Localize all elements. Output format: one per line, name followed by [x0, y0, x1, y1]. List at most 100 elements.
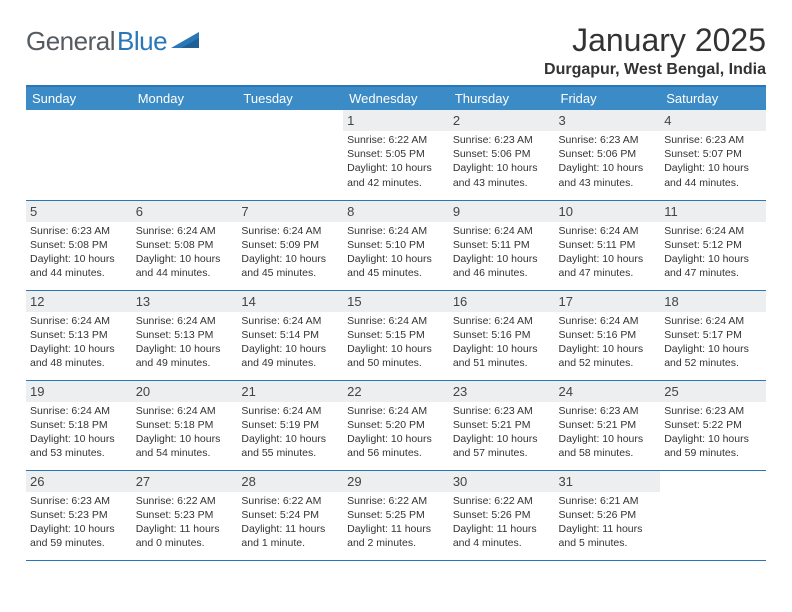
day-details: Sunrise: 6:24 AMSunset: 5:08 PMDaylight:… — [136, 224, 234, 281]
logo-text-blue: Blue — [117, 26, 167, 57]
day-details: Sunrise: 6:22 AMSunset: 5:26 PMDaylight:… — [453, 494, 551, 551]
day-details: Sunrise: 6:24 AMSunset: 5:20 PMDaylight:… — [347, 404, 445, 461]
day-number: 7 — [237, 201, 343, 222]
day-details: Sunrise: 6:21 AMSunset: 5:26 PMDaylight:… — [559, 494, 657, 551]
daylight-line: Daylight: 10 hours and 49 minutes. — [241, 342, 339, 370]
sunset-line: Sunset: 5:08 PM — [30, 238, 128, 252]
sunset-line: Sunset: 5:13 PM — [136, 328, 234, 342]
week-row: 12Sunrise: 6:24 AMSunset: 5:13 PMDayligh… — [26, 290, 766, 380]
sunrise-line: Sunrise: 6:23 AM — [559, 404, 657, 418]
day-cell: 22Sunrise: 6:24 AMSunset: 5:20 PMDayligh… — [343, 380, 449, 470]
daylight-line: Daylight: 10 hours and 58 minutes. — [559, 432, 657, 460]
sunrise-line: Sunrise: 6:24 AM — [30, 404, 128, 418]
day-details: Sunrise: 6:24 AMSunset: 5:10 PMDaylight:… — [347, 224, 445, 281]
day-number: 5 — [26, 201, 132, 222]
sunrise-line: Sunrise: 6:23 AM — [664, 404, 762, 418]
day-details: Sunrise: 6:24 AMSunset: 5:13 PMDaylight:… — [136, 314, 234, 371]
sunset-line: Sunset: 5:18 PM — [30, 418, 128, 432]
day-cell — [26, 110, 132, 200]
sunset-line: Sunset: 5:22 PM — [664, 418, 762, 432]
sunrise-line: Sunrise: 6:24 AM — [559, 314, 657, 328]
day-details: Sunrise: 6:23 AMSunset: 5:21 PMDaylight:… — [453, 404, 551, 461]
sunrise-line: Sunrise: 6:22 AM — [347, 133, 445, 147]
sunrise-line: Sunrise: 6:24 AM — [664, 224, 762, 238]
sunset-line: Sunset: 5:17 PM — [664, 328, 762, 342]
day-details: Sunrise: 6:24 AMSunset: 5:18 PMDaylight:… — [30, 404, 128, 461]
sunrise-line: Sunrise: 6:24 AM — [241, 314, 339, 328]
day-cell: 19Sunrise: 6:24 AMSunset: 5:18 PMDayligh… — [26, 380, 132, 470]
week-row: 26Sunrise: 6:23 AMSunset: 5:23 PMDayligh… — [26, 470, 766, 560]
sunrise-line: Sunrise: 6:24 AM — [241, 404, 339, 418]
day-number: 17 — [555, 291, 661, 312]
week-row: 19Sunrise: 6:24 AMSunset: 5:18 PMDayligh… — [26, 380, 766, 470]
day-cell: 17Sunrise: 6:24 AMSunset: 5:16 PMDayligh… — [555, 290, 661, 380]
sunrise-line: Sunrise: 6:23 AM — [453, 133, 551, 147]
daylight-line: Daylight: 10 hours and 54 minutes. — [136, 432, 234, 460]
daylight-line: Daylight: 10 hours and 44 minutes. — [136, 252, 234, 280]
day-details: Sunrise: 6:24 AMSunset: 5:16 PMDaylight:… — [453, 314, 551, 371]
day-details: Sunrise: 6:23 AMSunset: 5:22 PMDaylight:… — [664, 404, 762, 461]
sunrise-line: Sunrise: 6:22 AM — [347, 494, 445, 508]
day-number: 25 — [660, 381, 766, 402]
day-details: Sunrise: 6:24 AMSunset: 5:12 PMDaylight:… — [664, 224, 762, 281]
day-cell: 28Sunrise: 6:22 AMSunset: 5:24 PMDayligh… — [237, 470, 343, 560]
day-details: Sunrise: 6:24 AMSunset: 5:11 PMDaylight:… — [453, 224, 551, 281]
sunset-line: Sunset: 5:06 PM — [453, 147, 551, 161]
sunrise-line: Sunrise: 6:24 AM — [453, 224, 551, 238]
day-details: Sunrise: 6:23 AMSunset: 5:06 PMDaylight:… — [453, 133, 551, 190]
day-cell: 10Sunrise: 6:24 AMSunset: 5:11 PMDayligh… — [555, 200, 661, 290]
sunset-line: Sunset: 5:20 PM — [347, 418, 445, 432]
sunrise-line: Sunrise: 6:24 AM — [136, 314, 234, 328]
daylight-line: Daylight: 10 hours and 44 minutes. — [664, 161, 762, 189]
page-title: January 2025 — [544, 22, 766, 59]
day-header-wednesday: Wednesday — [343, 86, 449, 110]
day-details: Sunrise: 6:24 AMSunset: 5:14 PMDaylight:… — [241, 314, 339, 371]
sunrise-line: Sunrise: 6:22 AM — [453, 494, 551, 508]
day-cell: 26Sunrise: 6:23 AMSunset: 5:23 PMDayligh… — [26, 470, 132, 560]
day-details: Sunrise: 6:24 AMSunset: 5:09 PMDaylight:… — [241, 224, 339, 281]
day-cell: 5Sunrise: 6:23 AMSunset: 5:08 PMDaylight… — [26, 200, 132, 290]
day-number: 27 — [132, 471, 238, 492]
sunset-line: Sunset: 5:11 PM — [559, 238, 657, 252]
day-number: 4 — [660, 110, 766, 131]
sunset-line: Sunset: 5:26 PM — [453, 508, 551, 522]
day-number: 29 — [343, 471, 449, 492]
sunset-line: Sunset: 5:16 PM — [453, 328, 551, 342]
day-header-monday: Monday — [132, 86, 238, 110]
logo-triangle-icon — [171, 30, 199, 53]
sunset-line: Sunset: 5:14 PM — [241, 328, 339, 342]
day-header-friday: Friday — [555, 86, 661, 110]
day-cell: 29Sunrise: 6:22 AMSunset: 5:25 PMDayligh… — [343, 470, 449, 560]
day-cell: 1Sunrise: 6:22 AMSunset: 5:05 PMDaylight… — [343, 110, 449, 200]
sunset-line: Sunset: 5:08 PM — [136, 238, 234, 252]
day-number: 16 — [449, 291, 555, 312]
day-details: Sunrise: 6:24 AMSunset: 5:11 PMDaylight:… — [559, 224, 657, 281]
day-number: 6 — [132, 201, 238, 222]
day-details: Sunrise: 6:22 AMSunset: 5:23 PMDaylight:… — [136, 494, 234, 551]
day-cell: 31Sunrise: 6:21 AMSunset: 5:26 PMDayligh… — [555, 470, 661, 560]
daylight-line: Daylight: 11 hours and 1 minute. — [241, 522, 339, 550]
day-number: 26 — [26, 471, 132, 492]
daylight-line: Daylight: 10 hours and 47 minutes. — [664, 252, 762, 280]
day-details: Sunrise: 6:22 AMSunset: 5:24 PMDaylight:… — [241, 494, 339, 551]
day-number: 23 — [449, 381, 555, 402]
day-cell: 18Sunrise: 6:24 AMSunset: 5:17 PMDayligh… — [660, 290, 766, 380]
sunset-line: Sunset: 5:23 PM — [30, 508, 128, 522]
day-details: Sunrise: 6:23 AMSunset: 5:08 PMDaylight:… — [30, 224, 128, 281]
sunset-line: Sunset: 5:15 PM — [347, 328, 445, 342]
sunrise-line: Sunrise: 6:23 AM — [453, 404, 551, 418]
day-cell: 27Sunrise: 6:22 AMSunset: 5:23 PMDayligh… — [132, 470, 238, 560]
sunrise-line: Sunrise: 6:23 AM — [559, 133, 657, 147]
sunrise-line: Sunrise: 6:24 AM — [559, 224, 657, 238]
sunset-line: Sunset: 5:10 PM — [347, 238, 445, 252]
sunset-line: Sunset: 5:16 PM — [559, 328, 657, 342]
sunrise-line: Sunrise: 6:24 AM — [30, 314, 128, 328]
day-cell — [237, 110, 343, 200]
daylight-line: Daylight: 10 hours and 45 minutes. — [241, 252, 339, 280]
day-details: Sunrise: 6:24 AMSunset: 5:16 PMDaylight:… — [559, 314, 657, 371]
day-number: 19 — [26, 381, 132, 402]
daylight-line: Daylight: 10 hours and 55 minutes. — [241, 432, 339, 460]
day-number: 1 — [343, 110, 449, 131]
daylight-line: Daylight: 10 hours and 53 minutes. — [30, 432, 128, 460]
sunset-line: Sunset: 5:18 PM — [136, 418, 234, 432]
